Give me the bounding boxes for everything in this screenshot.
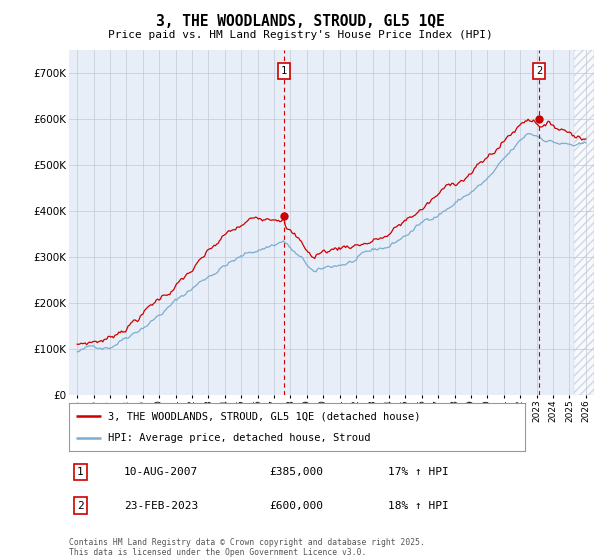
Text: HPI: Average price, detached house, Stroud: HPI: Average price, detached house, Stro… [108, 433, 370, 443]
Text: £385,000: £385,000 [269, 467, 323, 477]
Text: 3, THE WOODLANDS, STROUD, GL5 1QE: 3, THE WOODLANDS, STROUD, GL5 1QE [155, 14, 445, 29]
Text: 1: 1 [281, 66, 287, 76]
Text: 2: 2 [536, 66, 542, 76]
Text: £600,000: £600,000 [269, 501, 323, 511]
Text: 3, THE WOODLANDS, STROUD, GL5 1QE (detached house): 3, THE WOODLANDS, STROUD, GL5 1QE (detac… [108, 411, 420, 421]
Text: 2: 2 [77, 501, 84, 511]
Text: 18% ↑ HPI: 18% ↑ HPI [388, 501, 449, 511]
Text: 23-FEB-2023: 23-FEB-2023 [124, 501, 198, 511]
Text: 17% ↑ HPI: 17% ↑ HPI [388, 467, 449, 477]
Text: 10-AUG-2007: 10-AUG-2007 [124, 467, 198, 477]
Text: 1: 1 [77, 467, 84, 477]
Text: Price paid vs. HM Land Registry's House Price Index (HPI): Price paid vs. HM Land Registry's House … [107, 30, 493, 40]
Text: Contains HM Land Registry data © Crown copyright and database right 2025.
This d: Contains HM Land Registry data © Crown c… [69, 538, 425, 557]
